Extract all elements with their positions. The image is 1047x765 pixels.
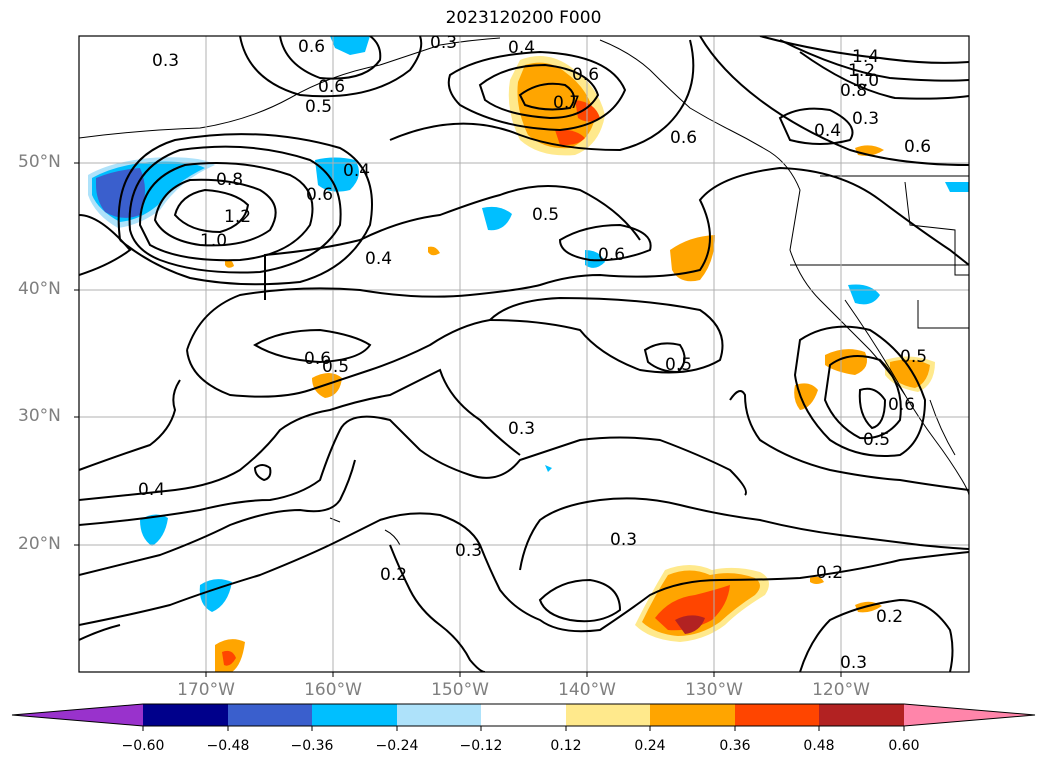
colorbar-segment	[735, 704, 819, 726]
contour-label: 0.7	[553, 93, 580, 113]
contour-label: 1.4	[852, 47, 879, 67]
contour-lines	[79, 36, 969, 672]
contour-label: 1.2	[224, 207, 251, 227]
colorbar-tick-label: 0.60	[888, 738, 920, 754]
contour-label: 0.3	[610, 530, 637, 550]
colorbar-tick-label: −0.24	[375, 738, 419, 754]
lat-label: 50°N	[18, 152, 61, 172]
lon-label: 120°W	[812, 680, 870, 700]
colorbar	[11, 703, 1036, 731]
contour-label: 0.5	[900, 347, 927, 367]
colorbar-tick-label: 0.48	[803, 738, 835, 754]
contour-label: 0.8	[840, 81, 867, 101]
contour-label: 0.6	[306, 185, 333, 205]
colorbar-tick-label: −0.12	[459, 738, 503, 754]
contour-label: 0.5	[305, 97, 332, 117]
contour-label: 0.4	[343, 161, 370, 181]
contour-label: 0.6	[304, 349, 331, 369]
lon-label: 160°W	[304, 680, 362, 700]
contour-label: 0.3	[852, 109, 879, 129]
colorbar-tick-label: 0.12	[550, 738, 582, 754]
contour-label: 0.6	[904, 137, 931, 157]
colorbar-tick-label: 0.36	[719, 738, 751, 754]
plot-frame	[78, 35, 970, 673]
lon-label: 150°W	[431, 680, 489, 700]
colorbar-segment	[228, 704, 312, 726]
lat-label: 20°N	[18, 534, 61, 554]
colorbar-extend-right	[904, 704, 1035, 726]
contour-label: 0.4	[365, 249, 392, 269]
contour-label: 0.5	[665, 355, 692, 375]
contour-label: 0.4	[814, 121, 841, 141]
contour-label: 0.6	[888, 395, 915, 415]
map-title: 2023120200 F000	[445, 8, 602, 28]
contour-label: 0.2	[380, 565, 407, 585]
colorbar-tick-label: 0.24	[634, 738, 666, 754]
contour-label: 0.8	[216, 170, 243, 190]
gridlines	[79, 36, 969, 672]
contour-label: 0.6	[572, 65, 599, 85]
colorbar-segment	[312, 704, 397, 726]
contour-label: 1.0	[200, 231, 227, 251]
lat-label: 30°N	[18, 406, 61, 426]
contour-label: 0.5	[322, 357, 349, 377]
contour-label: 0.6	[298, 37, 325, 57]
contour-label: 1.2	[848, 61, 875, 81]
lon-label: 170°W	[177, 680, 235, 700]
contour-label: 0.3	[152, 51, 179, 71]
colorbar-tick-label: −0.36	[290, 738, 334, 754]
contour-label: 0.2	[876, 607, 903, 627]
lon-label: 130°W	[685, 680, 743, 700]
contour-label: 0.6	[670, 128, 697, 148]
contour-label: 0.6	[318, 77, 345, 97]
contour-labels: 0.3 0.4 0.3 0.6 0.5 0.6 0.7 0.6 1.4 1.2 …	[138, 33, 931, 673]
contour-label: 0.5	[532, 205, 559, 225]
lat-label: 40°N	[18, 279, 61, 299]
colorbar-segment	[819, 704, 904, 726]
colorbar-segment	[566, 704, 650, 726]
colorbar-segment	[397, 704, 481, 726]
contour-label: 0.3	[430, 33, 457, 53]
contour-label: 0.3	[455, 541, 482, 561]
colorbar-extend-left	[12, 704, 143, 726]
contour-label: 0.6	[598, 245, 625, 265]
colorbar-segment	[481, 704, 566, 726]
contour-label: 0.2	[816, 563, 843, 583]
colorbar-segment	[143, 704, 228, 726]
colorbar-segment	[650, 704, 735, 726]
tick-marks	[74, 162, 842, 677]
contour-label: 0.3	[508, 419, 535, 439]
contour-label: 0.3	[840, 653, 867, 673]
contour-label: 0.5	[863, 430, 890, 450]
lon-label: 140°W	[558, 680, 616, 700]
colorbar-tick-label: −0.60	[121, 738, 165, 754]
colorbar-tick-label: −0.48	[206, 738, 250, 754]
contour-label: 0.4	[138, 480, 165, 500]
contour-label: 0.4	[508, 38, 535, 58]
contour-label: 1.0	[852, 71, 879, 91]
coastlines	[79, 37, 969, 546]
